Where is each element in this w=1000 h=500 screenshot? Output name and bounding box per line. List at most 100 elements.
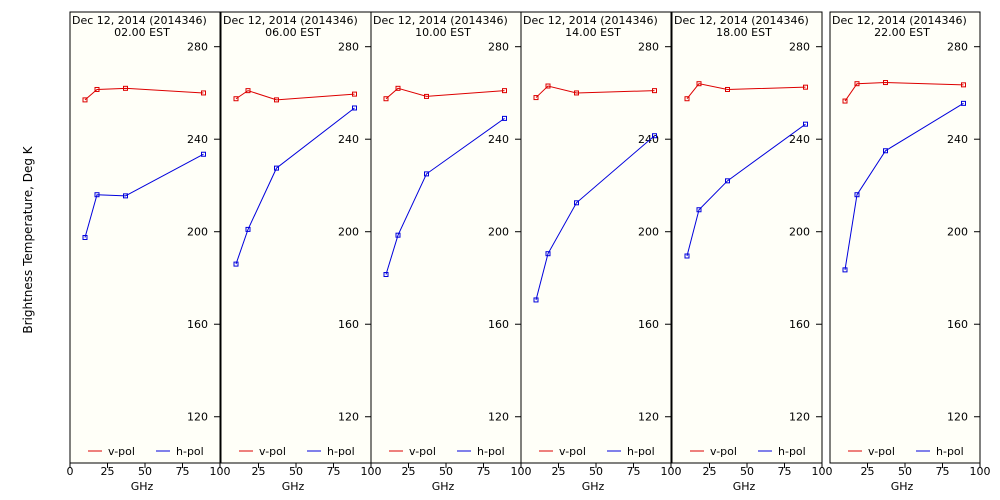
x-tick-label: 50 [589, 465, 603, 478]
v-pol-point [684, 96, 690, 102]
x-axis-label: GHz [432, 480, 455, 493]
y-tick-label: 120 [638, 411, 659, 424]
v-pol-point [383, 96, 389, 102]
h-pol-point [352, 105, 357, 111]
h-pol-point [696, 207, 702, 213]
x-tick-label: 50 [439, 465, 453, 478]
h-pol-line [235, 107, 355, 265]
h-pol-point [245, 226, 251, 232]
legend-label-v-pol: v-pol [868, 445, 895, 458]
x-tick-label: 100 [511, 465, 532, 478]
panel-title-date: Dec 12, 2014 (2014346) [523, 14, 658, 27]
y-tick-label: 160 [789, 318, 810, 331]
y-tick-label: 160 [338, 318, 359, 331]
h-pol-point [684, 253, 690, 259]
y-tick-label: 240 [338, 133, 359, 146]
v-pol-point [233, 96, 239, 102]
y-tick-label: 120 [947, 411, 968, 424]
v-pol-point [854, 81, 860, 87]
h-pol-point [803, 121, 808, 127]
h-pol-line [385, 117, 505, 275]
x-tick-label: 25 [703, 465, 717, 478]
legend-label-h-pol: h-pol [477, 445, 505, 458]
legend-label-v-pol: v-pol [710, 445, 737, 458]
h-pol-point [883, 148, 888, 154]
x-tick-label: 25 [861, 465, 875, 478]
h-pol-point [574, 200, 579, 206]
panel-title-time: 10.00 EST [415, 26, 471, 39]
v-pol-line [235, 90, 355, 101]
x-tick-label: 100 [661, 465, 682, 478]
v-pol-line [844, 82, 964, 102]
y-tick-label: 200 [187, 226, 208, 239]
v-pol-point [424, 93, 429, 99]
v-pol-point [961, 82, 966, 88]
panel-6: Dec 12, 2014 (2014346)22.00 EST 120 160 200… [829, 11, 991, 493]
h-pol-line [535, 135, 655, 301]
panel-4: Dec 12, 2014 (2014346)14.00 EST 120 160 200… [520, 11, 682, 493]
y-tick-label: 120 [488, 411, 509, 424]
h-pol-point [383, 272, 389, 278]
h-pol-line [686, 123, 806, 257]
h-pol-point [233, 261, 239, 267]
x-tick-label: 100 [361, 465, 382, 478]
v-pol-point [725, 86, 730, 92]
v-pol-point [395, 85, 401, 91]
v-pol-point [123, 85, 128, 91]
x-axis-label: GHz [582, 480, 605, 493]
v-pol-point [842, 98, 848, 104]
h-pol-point [123, 193, 128, 199]
y-tick-label: 280 [488, 41, 509, 54]
panel-title-time: 06.00 EST [265, 26, 321, 39]
y-tick-label: 240 [789, 133, 810, 146]
h-pol-point [94, 192, 100, 198]
v-pol-line [84, 87, 204, 101]
h-pol-point [395, 232, 401, 238]
panel-title-date: Dec 12, 2014 (2014346) [674, 14, 809, 27]
y-tick-label: 200 [789, 226, 810, 239]
legend-label-h-pol: h-pol [627, 445, 655, 458]
panel-title-time: 14.00 EST [565, 26, 621, 39]
y-tick-label: 200 [638, 226, 659, 239]
x-tick-label: 0 [67, 465, 74, 478]
v-pol-point [274, 97, 279, 103]
panel-1: Dec 12, 2014 (2014346)02.00 EST 120 160 200… [67, 11, 231, 493]
h-pol-point [725, 178, 730, 184]
y-tick-label: 160 [638, 318, 659, 331]
x-tick-label: 50 [898, 465, 912, 478]
legend-label-h-pol: h-pol [778, 445, 806, 458]
v-pol-point [502, 88, 507, 94]
y-tick-label: 280 [638, 41, 659, 54]
h-pol-point [533, 297, 539, 303]
x-tick-label: 100 [812, 465, 833, 478]
h-pol-line [84, 153, 204, 238]
x-axis-label: GHz [891, 480, 914, 493]
x-tick-label: 75 [778, 465, 792, 478]
h-pol-point [842, 267, 848, 273]
y-tick-label: 120 [338, 411, 359, 424]
v-pol-point [803, 84, 808, 90]
x-tick-label: 100 [210, 465, 231, 478]
x-tick-label: 25 [552, 465, 566, 478]
x-tick-label: 25 [252, 465, 266, 478]
panel-title-date: Dec 12, 2014 (2014346) [832, 14, 967, 27]
y-tick-label: 160 [488, 318, 509, 331]
x-tick-label: 50 [138, 465, 152, 478]
panel-2: Dec 12, 2014 (2014346)06.00 EST 120 160 200… [220, 11, 382, 493]
legend-label-v-pol: v-pol [108, 445, 135, 458]
y-tick-label: 240 [187, 133, 208, 146]
h-pol-point [652, 133, 657, 139]
chart-panels: Dec 12, 2014 (2014346)02.00 EST120160200… [67, 11, 991, 493]
y-axis-label: Brightness Temperature, Deg K [21, 145, 35, 333]
v-pol-point [696, 81, 702, 87]
y-tick-label: 200 [947, 226, 968, 239]
legend-label-v-pol: v-pol [259, 445, 286, 458]
v-pol-line [686, 83, 806, 100]
v-pol-point [82, 97, 88, 103]
y-tick-label: 160 [187, 318, 208, 331]
y-tick-label: 200 [338, 226, 359, 239]
y-tick-label: 240 [947, 133, 968, 146]
h-pol-point [424, 171, 429, 177]
legend-label-v-pol: v-pol [559, 445, 586, 458]
